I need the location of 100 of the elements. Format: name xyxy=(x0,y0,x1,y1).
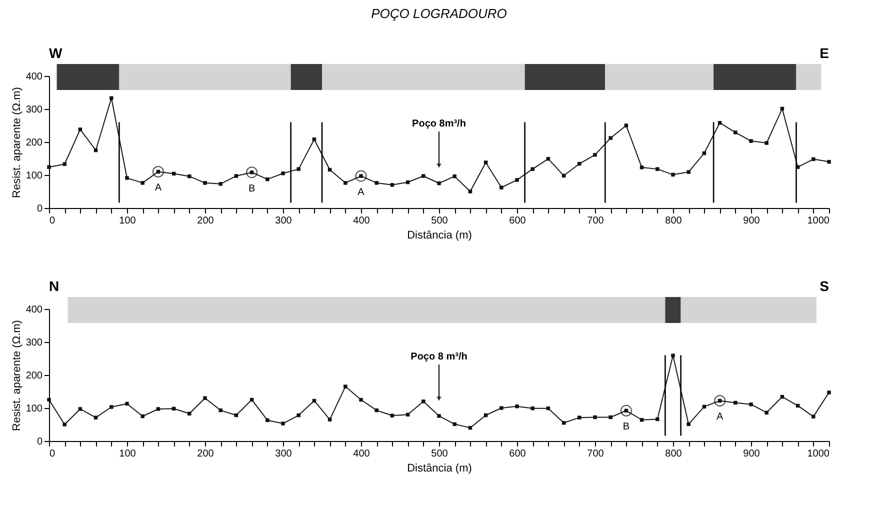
x-tick-label: 0 xyxy=(50,448,56,460)
x-tick-label: 900 xyxy=(743,448,760,460)
x-tick-label: 200 xyxy=(197,216,214,226)
x-tick-label: 300 xyxy=(275,448,292,460)
point xyxy=(812,157,816,162)
point xyxy=(218,408,222,412)
y-tick-label: 200 xyxy=(26,370,43,382)
y-tick-label: 400 xyxy=(26,72,43,82)
chart-title: POÇO LOGRADOURO xyxy=(371,6,507,21)
point xyxy=(734,400,738,405)
point xyxy=(656,167,660,171)
x-tick-label: 1000 xyxy=(807,216,830,226)
point xyxy=(281,171,285,176)
y-tick-label: 100 xyxy=(26,404,43,414)
point xyxy=(140,414,144,418)
point xyxy=(578,416,582,420)
x-tick-label: 400 xyxy=(353,448,370,460)
point xyxy=(281,422,285,426)
point xyxy=(500,186,504,190)
point xyxy=(406,412,410,416)
point xyxy=(266,177,270,182)
y-tick-label: 0 xyxy=(36,204,43,214)
point xyxy=(359,398,363,402)
point xyxy=(188,412,192,416)
x-tick-label: 600 xyxy=(509,216,526,226)
y-tick-label: 300 xyxy=(26,104,43,116)
point xyxy=(422,400,426,404)
y-tick-label: 0 xyxy=(36,436,43,448)
point xyxy=(640,166,644,170)
point xyxy=(515,404,519,408)
x-tick-label: 300 xyxy=(275,216,292,226)
point xyxy=(47,165,51,169)
point xyxy=(78,407,82,411)
point xyxy=(452,422,456,426)
annotation: Poço 8 m³/h xyxy=(410,352,468,363)
point xyxy=(608,136,612,140)
annotation: B xyxy=(248,183,256,194)
point xyxy=(764,141,768,145)
y-tick-label: 100 xyxy=(26,170,43,182)
point xyxy=(78,128,82,132)
x-tick-label: 100 xyxy=(119,216,136,226)
point xyxy=(94,416,98,420)
point xyxy=(374,408,378,412)
point xyxy=(47,398,51,402)
x-tick-label: 800 xyxy=(665,448,682,460)
point xyxy=(125,176,129,180)
point xyxy=(656,417,660,422)
point xyxy=(468,190,472,194)
point xyxy=(530,406,534,410)
x-axis-title: Distância (m) xyxy=(407,230,472,242)
point xyxy=(593,415,597,420)
x-axis-title: Distância (m) xyxy=(407,462,472,474)
x-tick-label: 1000 xyxy=(807,448,830,460)
y-tick-label: 300 xyxy=(26,338,43,348)
point xyxy=(749,402,753,406)
x-tick-label: 900 xyxy=(743,216,760,226)
point xyxy=(530,167,534,171)
y-axis-title: Resist. aparente (Ω.m) xyxy=(10,87,23,198)
point xyxy=(344,384,348,388)
point xyxy=(266,418,270,422)
point xyxy=(422,174,426,178)
point xyxy=(296,413,300,418)
x-tick-label: 700 xyxy=(587,448,604,460)
point xyxy=(218,182,222,186)
annotation: A xyxy=(154,182,162,194)
point xyxy=(608,415,612,420)
point xyxy=(593,153,597,157)
x-tick-label: 0 xyxy=(50,216,56,226)
point xyxy=(62,422,66,426)
text: N xyxy=(49,278,60,294)
point xyxy=(749,139,753,143)
x-tick-label: 500 xyxy=(431,216,448,226)
point xyxy=(110,96,114,100)
point xyxy=(437,414,441,418)
point xyxy=(515,178,519,182)
point xyxy=(624,124,628,128)
point xyxy=(734,130,738,134)
point xyxy=(296,167,300,171)
point xyxy=(328,418,332,422)
point xyxy=(234,174,238,178)
x-tick-label: 200 xyxy=(197,448,214,460)
point xyxy=(156,407,160,411)
x-tick-label: 800 xyxy=(665,216,682,226)
point xyxy=(484,160,488,164)
text: E xyxy=(820,45,829,61)
point xyxy=(110,405,114,409)
x-tick-label: 100 xyxy=(119,448,136,460)
annotation: B xyxy=(622,422,630,433)
point xyxy=(640,418,644,422)
point xyxy=(437,181,441,186)
point xyxy=(203,181,207,185)
annotation: A xyxy=(358,186,365,198)
text: S xyxy=(820,278,829,294)
x-tick-label: 400 xyxy=(353,216,370,226)
point xyxy=(140,181,144,185)
x-tick-label: 500 xyxy=(431,448,448,460)
point xyxy=(671,172,675,177)
x-tick-label: 600 xyxy=(509,448,526,460)
point xyxy=(203,396,207,400)
x-tick-label: 700 xyxy=(587,216,604,226)
